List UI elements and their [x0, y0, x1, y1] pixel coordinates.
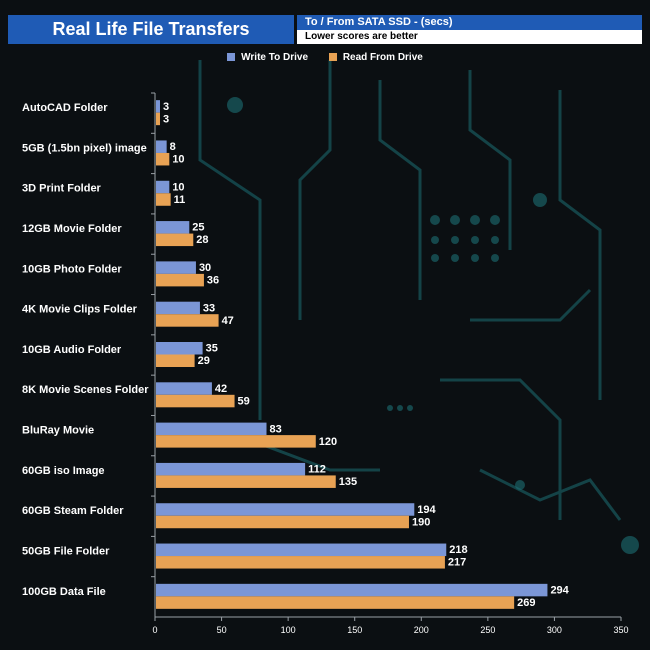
- bar-read: [156, 354, 195, 367]
- legend-swatch-write: [227, 53, 236, 61]
- data-label-write: 35: [206, 343, 218, 355]
- data-label-read: 120: [319, 436, 337, 448]
- data-label-write: 10: [172, 181, 184, 193]
- legend-item-read: Read From Drive: [328, 52, 423, 63]
- bar-read: [156, 233, 194, 247]
- data-label-read: 47: [222, 315, 234, 327]
- x-tick-label: 200: [414, 625, 429, 635]
- x-tick-label: 300: [547, 625, 562, 635]
- category-label: 50GB File Folder: [22, 545, 110, 557]
- legend-item-write: Write To Drive: [227, 52, 308, 63]
- category-label: 60GB iso Image: [22, 465, 105, 477]
- bar-write: [156, 462, 306, 476]
- category-label: AutoCAD Folder: [22, 102, 108, 114]
- data-label-write: 218: [449, 544, 467, 556]
- bar-write: [156, 503, 415, 516]
- data-label-write: 3: [163, 101, 169, 113]
- data-label-read: 269: [517, 597, 535, 609]
- category-label: 10GB Photo Folder: [22, 263, 122, 275]
- data-label-read: 135: [339, 476, 357, 488]
- data-label-write: 25: [192, 222, 204, 234]
- data-label-read: 11: [174, 194, 186, 206]
- category-label: 8K Movie Scenes Folder: [22, 384, 149, 396]
- category-label: BluRay Movie: [22, 425, 94, 437]
- data-label-read: 190: [412, 516, 430, 528]
- bar-write: [156, 180, 170, 194]
- chart-note: Lower scores are better: [305, 31, 418, 42]
- category-label: 100GB Data File: [22, 586, 106, 598]
- bar-read: [156, 556, 445, 569]
- category-label: 10GB Audio Folder: [22, 344, 122, 356]
- data-label-write: 8: [170, 141, 176, 153]
- category-label: 60GB Steam Folder: [22, 505, 124, 517]
- legend-label-read: Read From Drive: [342, 52, 423, 63]
- data-label-read: 3: [163, 113, 169, 125]
- x-tick-label: 250: [480, 625, 495, 635]
- category-label: 3D Print Folder: [22, 183, 102, 195]
- legend-swatch-read: [328, 53, 337, 61]
- bar-write: [156, 342, 203, 355]
- chart-subtitle: To / From SATA SSD - (secs): [297, 15, 642, 30]
- legend-label-write: Write To Drive: [241, 52, 309, 63]
- bar-write: [156, 100, 160, 113]
- data-label-read: 59: [238, 395, 250, 407]
- bar-read: [156, 193, 171, 206]
- data-label-write: 30: [199, 262, 211, 274]
- data-label-write: 294: [550, 585, 569, 597]
- bar-write: [156, 301, 200, 315]
- data-label-write: 42: [215, 383, 227, 395]
- category-label: 12GB Movie Folder: [22, 223, 122, 235]
- bar-read: [156, 152, 170, 166]
- x-tick-label: 50: [217, 625, 227, 635]
- bar-read: [156, 394, 235, 408]
- x-tick-label: 350: [613, 625, 628, 635]
- data-label-write: 194: [417, 504, 436, 516]
- bar-read: [156, 314, 219, 327]
- bar-write: [156, 543, 447, 557]
- legend: Write To Drive Read From Drive: [0, 52, 650, 63]
- x-tick-label: 100: [281, 625, 296, 635]
- bar-read: [156, 475, 336, 488]
- bar-read: [156, 273, 204, 287]
- data-label-write: 33: [203, 302, 215, 314]
- bar-read: [156, 112, 160, 126]
- category-label: 4K Movie Clips Folder: [22, 304, 138, 316]
- bar-write: [156, 583, 548, 597]
- bar-read: [156, 435, 316, 448]
- bar-write: [156, 140, 167, 153]
- data-label-read: 28: [196, 234, 208, 246]
- info-box: To / From SATA SSD - (secs) Lower scores…: [297, 15, 642, 44]
- bar-read: [156, 515, 409, 529]
- bar-read: [156, 596, 515, 609]
- data-label-read: 217: [448, 557, 466, 569]
- data-label-read: 10: [172, 154, 184, 166]
- bar-write: [156, 261, 196, 274]
- category-label: 5GB (1.5bn pixel) image: [22, 142, 147, 154]
- data-label-read: 29: [198, 355, 210, 367]
- bar-write: [156, 382, 212, 395]
- chart-title: Real Life File Transfers: [8, 15, 294, 44]
- bar-write: [156, 221, 190, 234]
- x-tick-label: 0: [152, 625, 157, 635]
- bar-write: [156, 422, 267, 436]
- data-label-write: 83: [270, 423, 282, 435]
- data-label-read: 36: [207, 275, 219, 287]
- x-tick-label: 150: [347, 625, 362, 635]
- data-label-write: 112: [308, 464, 326, 476]
